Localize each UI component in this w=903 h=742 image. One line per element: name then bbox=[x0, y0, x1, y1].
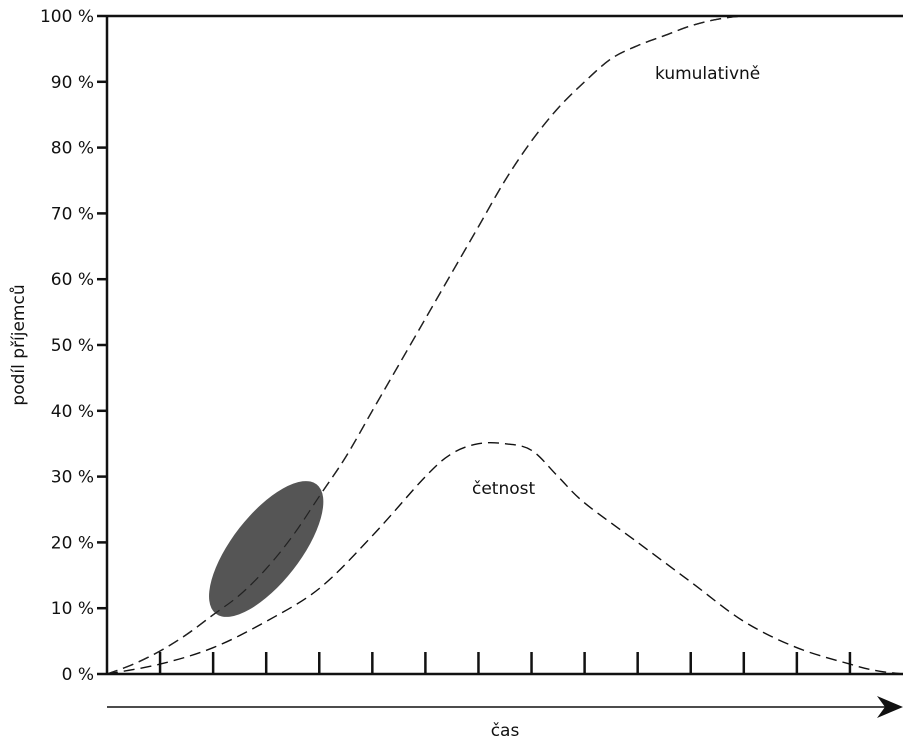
y-tick-label: 70 % bbox=[51, 204, 94, 224]
series-line-cetnost bbox=[106, 441, 903, 675]
series-label-cetnost: četnost bbox=[472, 479, 536, 499]
y-tick-label: 60 % bbox=[51, 270, 94, 290]
highlight-ellipse-group bbox=[106, 15, 903, 675]
series-label-kumulativne: kumulativně bbox=[655, 64, 760, 84]
x-axis-ticks bbox=[158, 652, 852, 674]
y-tick-label: 10 % bbox=[51, 599, 94, 619]
y-tick-label: 0 % bbox=[62, 665, 94, 685]
y-tick-label: 20 % bbox=[51, 533, 94, 553]
highlight-ellipse bbox=[209, 481, 324, 617]
y-axis-title: podíl příjemců bbox=[9, 284, 29, 405]
y-tick-label: 100 % bbox=[40, 7, 94, 27]
y-axis-ticks: 0 % 10 % 20 % 30 % 40 % 50 % 60 % 70 % 80 % 90 % 1… bbox=[40, 7, 107, 685]
y-tick-label: 40 % bbox=[51, 402, 94, 422]
x-axis-title: čas bbox=[491, 721, 520, 741]
y-tick-label: 30 % bbox=[51, 468, 94, 488]
y-tick-label: 80 % bbox=[51, 139, 94, 159]
time-arrow-head bbox=[877, 696, 903, 718]
y-tick-label: 50 % bbox=[51, 336, 94, 356]
y-tick-label: 90 % bbox=[51, 73, 94, 93]
